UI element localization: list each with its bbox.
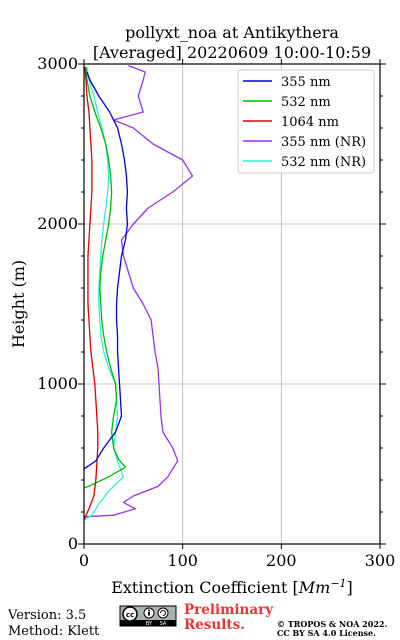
- preliminary-label-line1: Preliminary: [184, 602, 274, 618]
- y-tick-label: 3000: [37, 54, 78, 73]
- series-layer: [83, 64, 194, 521]
- legend-label-532: 532 nm: [281, 95, 331, 110]
- legend-label-355-nr: 355 nm (NR): [281, 135, 366, 150]
- x-tick-label: 100: [167, 551, 198, 570]
- cc-by-sa-icon: cc BY SA: [119, 605, 177, 627]
- preliminary-label-line2: Results.: [184, 617, 245, 633]
- svg-text:BY: BY: [146, 621, 153, 627]
- y-tick-label: 2000: [37, 214, 78, 233]
- legend-label-1064: 1064 nm: [281, 115, 339, 130]
- x-tick-labels: 0 100 200 300: [79, 551, 395, 570]
- legend: 355 nm 532 nm 1064 nm 355 nm (NR) 532 nm…: [237, 69, 375, 174]
- legend-label-355: 355 nm: [281, 75, 331, 90]
- legend-label-532-nr: 532 nm (NR): [281, 155, 366, 170]
- x-tick-label: 200: [266, 551, 297, 570]
- version-text: Version: 3.5: [7, 608, 86, 623]
- chart-title-line1: pollyxt_noa at Antikythera: [125, 23, 339, 42]
- svg-text:cc: cc: [126, 611, 134, 619]
- credit-line1: © TROPOS & NOA 2022.: [277, 619, 387, 629]
- x-tick-label: 0: [79, 551, 89, 570]
- method-text: Method: Klett: [8, 624, 100, 639]
- credit-line2: CC BY SA 4.0 License.: [277, 628, 376, 638]
- series-line-355-nm: [83, 71, 129, 470]
- y-tick-label: 1000: [37, 374, 78, 393]
- x-tick-label: 300: [365, 551, 396, 570]
- legend-box: [237, 69, 375, 174]
- y-axis-label: Height (m): [9, 260, 28, 348]
- y-tick-labels: 0 1000 2000 3000: [37, 54, 78, 553]
- plot-frame: [83, 63, 381, 545]
- series-line-1064-nm: [83, 67, 99, 521]
- chart-title-line2: [Averaged] 20220609 10:00-10:59: [93, 43, 371, 62]
- x-axis-label: Extinction Coefficient [Mm−1]: [111, 577, 353, 597]
- series-line-355-nm-nr-: [83, 64, 194, 518]
- y-tick-label: 0: [68, 534, 78, 553]
- svg-text:SA: SA: [160, 621, 167, 627]
- axis-ticks: [78, 59, 386, 549]
- series-line-532-nm: [83, 67, 127, 489]
